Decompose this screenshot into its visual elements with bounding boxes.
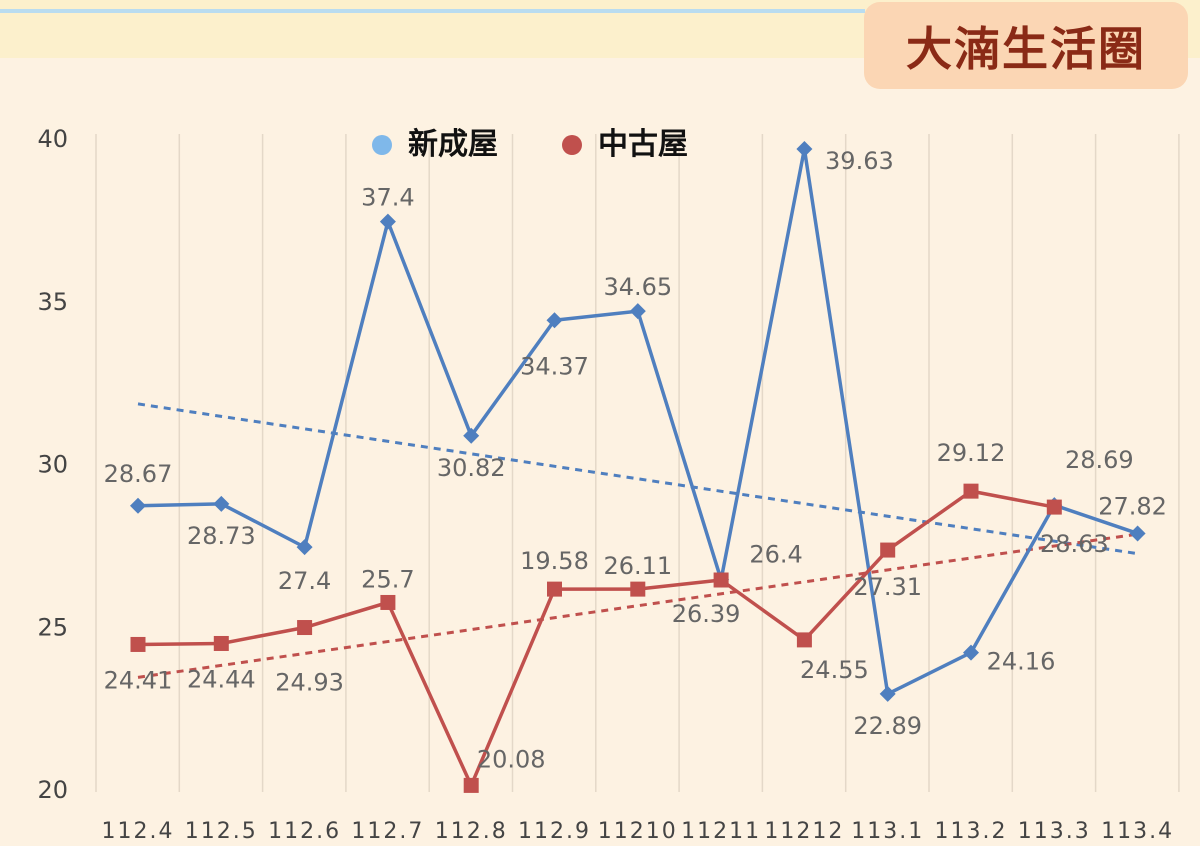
data-label: 26.39 xyxy=(672,600,741,628)
brand-badge: 大湳生活圈 xyxy=(864,2,1188,89)
data-label: 34.65 xyxy=(603,273,672,301)
data-label: 34.37 xyxy=(520,352,589,380)
x-tick-label: 11211 xyxy=(681,819,761,844)
data-label: 25.7 xyxy=(361,565,414,593)
data-point-marker xyxy=(879,685,896,702)
x-tick-label: 11212 xyxy=(764,819,844,844)
brand-title: 大湳生活圈 xyxy=(906,21,1146,76)
data-label: 20.08 xyxy=(477,745,546,773)
data-point-marker xyxy=(213,635,229,651)
data-point-marker xyxy=(379,213,396,230)
data-label: 24.41 xyxy=(104,666,173,694)
data-point-marker xyxy=(296,539,313,556)
data-point-marker xyxy=(630,581,646,597)
data-point-marker xyxy=(713,572,729,588)
y-tick-label: 20 xyxy=(37,776,68,804)
x-tick-label: 112.7 xyxy=(351,819,424,844)
data-point-marker xyxy=(880,542,896,558)
data-point-marker xyxy=(963,644,979,661)
data-label: 27.31 xyxy=(853,573,922,601)
data-point-marker xyxy=(629,303,646,320)
legend-label: 新成屋 xyxy=(408,127,498,162)
data-label: 28.67 xyxy=(104,460,173,488)
data-label: 30.82 xyxy=(437,454,506,482)
data-point-marker xyxy=(380,594,396,610)
x-tick-label: 112.6 xyxy=(268,819,341,844)
data-point-marker xyxy=(297,620,313,636)
data-label: 39.63 xyxy=(825,147,894,175)
y-tick-label: 35 xyxy=(37,288,68,316)
data-point-marker xyxy=(546,312,563,329)
data-label: 27.4 xyxy=(278,567,331,595)
x-tick-label: 112.5 xyxy=(185,819,258,844)
data-point-marker xyxy=(547,581,562,597)
x-tick-label: 112.4 xyxy=(102,819,175,844)
y-tick-label: 40 xyxy=(37,125,68,153)
data-point-marker xyxy=(1129,525,1146,542)
data-point-marker xyxy=(213,495,230,512)
legend-label: 中古屋 xyxy=(598,127,688,162)
data-label: 26.4 xyxy=(749,541,802,569)
data-point-marker xyxy=(130,497,146,514)
data-point-marker xyxy=(796,632,812,648)
x-tick-label: 113.4 xyxy=(1101,819,1174,844)
data-label: 24.16 xyxy=(987,648,1056,676)
x-tick-label: 112.9 xyxy=(518,819,591,844)
x-tick-label: 113.2 xyxy=(935,819,1008,844)
data-label: 37.4 xyxy=(361,184,414,212)
y-tick-label: 30 xyxy=(37,451,68,479)
data-label: 24.55 xyxy=(800,656,869,684)
data-label: 28.63 xyxy=(1040,530,1109,558)
data-point-marker xyxy=(130,636,146,652)
data-label: 28.69 xyxy=(1065,446,1134,474)
data-label: 26.11 xyxy=(603,552,672,580)
data-label: 27.82 xyxy=(1098,492,1167,520)
data-label: 22.89 xyxy=(853,712,922,740)
data-label: 19.58 xyxy=(520,547,589,575)
x-tick-label: 112.8 xyxy=(435,819,508,844)
x-tick-label: 113.3 xyxy=(1018,819,1091,844)
data-point-marker xyxy=(796,141,813,158)
series-line xyxy=(137,147,1139,696)
data-label: 24.44 xyxy=(187,665,256,693)
x-tick-label: 11210 xyxy=(598,819,678,844)
trendline xyxy=(137,402,1138,556)
legend-marker xyxy=(562,135,582,155)
data-label: 29.12 xyxy=(937,439,1006,467)
data-label: 24.93 xyxy=(275,669,344,697)
header-line xyxy=(0,9,865,13)
legend-marker xyxy=(372,135,392,155)
data-point-marker xyxy=(963,483,979,499)
data-point-marker xyxy=(1046,499,1062,515)
data-point-marker xyxy=(463,427,480,444)
data-point-marker xyxy=(463,777,479,793)
y-tick-label: 25 xyxy=(37,613,68,641)
data-label: 28.73 xyxy=(187,522,256,550)
series-line xyxy=(137,489,1055,788)
x-tick-label: 113.1 xyxy=(851,819,924,844)
